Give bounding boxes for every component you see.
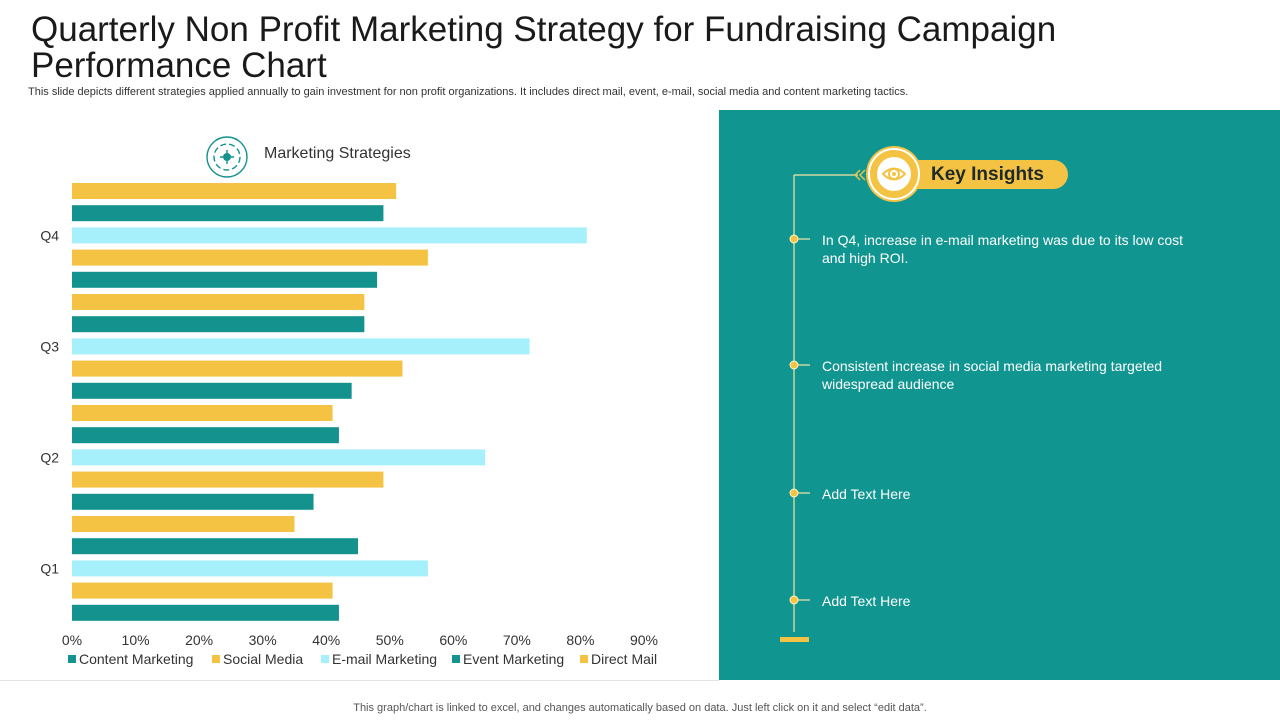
x-tick-label: 70% <box>503 632 531 648</box>
key-insights-badge <box>896 160 1068 189</box>
bar-q4-direct-mail[interactable] <box>72 183 397 199</box>
divider <box>0 680 719 681</box>
key-insights-icon-ring <box>868 148 920 200</box>
category-label-q3: Q3 <box>40 338 59 354</box>
x-tick-label: 90% <box>630 632 658 648</box>
insight-item-1[interactable]: In Q4, increase in e-mail marketing was … <box>822 232 1184 266</box>
legend-label: Direct Mail <box>591 651 657 667</box>
legend-label: Content Marketing <box>79 651 193 667</box>
bar-q2-direct-mail[interactable] <box>72 405 333 421</box>
bar-q2-e-mail-marketing[interactable] <box>72 449 486 466</box>
category-label-q2: Q2 <box>40 449 59 465</box>
chart-legend: Content Marketing Social Media E-mail Mark… <box>68 651 657 667</box>
x-tick-label: 80% <box>566 632 594 648</box>
bar-q2-social-media[interactable] <box>72 471 384 488</box>
bar-q3-social-media[interactable] <box>72 360 403 377</box>
legend-swatch <box>321 655 329 663</box>
x-tick-label: 0% <box>62 632 82 648</box>
key-insights-heading: Key Insights <box>931 164 1044 185</box>
insight-item-2[interactable]: Consistent increase in social media mark… <box>822 358 1163 392</box>
page-title: Quarterly Non Profit Marketing Strategy … <box>31 10 1057 85</box>
bar-q1-social-media[interactable] <box>72 582 333 599</box>
bar-q4-event-marketing[interactable] <box>72 205 384 222</box>
category-label-q4: Q4 <box>40 227 59 243</box>
x-tick-label: 30% <box>249 632 277 648</box>
insight-item-4[interactable]: Add Text Here <box>822 593 911 609</box>
chart-header: Marketing Strategies <box>206 136 411 178</box>
bar-chart[interactable]: Marketing Strategies Q1 Q2 Q3 Q4 0% 10% 20% 30… <box>0 120 715 675</box>
insight-item-3[interactable]: Add Text Here <box>822 486 911 502</box>
category-label-q1: Q1 <box>40 560 59 576</box>
legend-swatch <box>68 655 76 663</box>
x-axis-ticks: 0% 10% 20% 30% 40% 50% 60% 70% 80% 90% <box>62 632 658 648</box>
x-tick-label: 20% <box>185 632 213 648</box>
bar-q3-direct-mail[interactable] <box>72 294 365 310</box>
legend-swatch <box>452 655 460 663</box>
bars-layer <box>72 183 587 621</box>
footer-note: This graph/chart is linked to excel, and… <box>353 702 927 714</box>
x-tick-label: 10% <box>122 632 150 648</box>
bar-q3-content-marketing[interactable] <box>72 382 352 399</box>
bar-q3-event-marketing[interactable] <box>72 316 365 333</box>
x-tick-label: 40% <box>312 632 340 648</box>
legend-swatch <box>212 655 220 663</box>
bar-q1-e-mail-marketing[interactable] <box>72 560 428 577</box>
strategy-icon <box>206 136 248 178</box>
category-labels: Q1 Q2 Q3 Q4 <box>40 227 59 576</box>
bar-q1-direct-mail[interactable] <box>72 516 295 532</box>
legend-item-e-mail-marketing[interactable]: E-mail Marketing <box>321 651 437 667</box>
bar-q4-social-media[interactable] <box>72 249 428 266</box>
bar-q3-e-mail-marketing[interactable] <box>72 338 530 355</box>
bar-q1-event-marketing[interactable] <box>72 538 358 555</box>
legend-item-direct-mail[interactable]: Direct Mail <box>580 651 657 667</box>
legend-item-content-marketing[interactable]: Content Marketing <box>68 651 193 667</box>
legend-label: Event Marketing <box>463 651 564 667</box>
legend-swatch <box>580 655 588 663</box>
chart-title: Marketing Strategies <box>264 145 411 162</box>
eye-icon <box>881 167 907 181</box>
bar-q4-content-marketing[interactable] <box>72 271 378 288</box>
legend-label: Social Media <box>223 651 303 667</box>
x-tick-label: 60% <box>439 632 467 648</box>
legend-item-social-media[interactable]: Social Media <box>212 651 303 667</box>
bar-q2-content-marketing[interactable] <box>72 493 314 510</box>
x-tick-label: 50% <box>376 632 404 648</box>
bar-q1-content-marketing[interactable] <box>72 604 339 621</box>
bar-q4-e-mail-marketing[interactable] <box>72 227 587 244</box>
legend-item-event-marketing[interactable]: Event Marketing <box>452 651 564 667</box>
page-subtitle: This slide depicts different strategies … <box>28 86 909 98</box>
bar-q2-event-marketing[interactable] <box>72 427 339 444</box>
insights-panel <box>719 110 1280 680</box>
legend-label: E-mail Marketing <box>332 651 437 667</box>
